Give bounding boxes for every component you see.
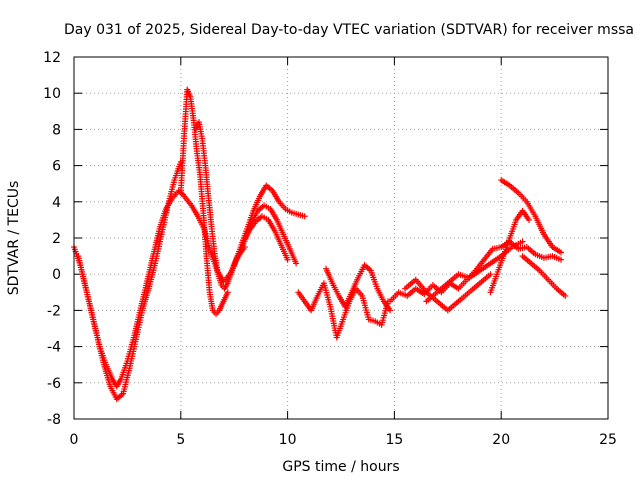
x-tick-label: 10 (279, 432, 297, 448)
data-point (301, 213, 308, 220)
data-point (293, 260, 300, 267)
y-tick-label: 8 (52, 122, 61, 138)
data-point (558, 256, 565, 263)
x-axis-ticks: 0 5 10 15 20 25 (70, 57, 617, 448)
data-point (387, 307, 394, 314)
x-tick-label: 5 (176, 432, 185, 448)
y-tick-label: 2 (52, 231, 61, 247)
data-point (487, 271, 494, 278)
data-point (224, 289, 231, 296)
data-point (562, 292, 569, 299)
grid-lines (74, 57, 608, 419)
data-point (284, 256, 291, 263)
y-tick-label: -4 (47, 340, 61, 356)
y-tick-label: -6 (47, 376, 61, 392)
y-tick-label: 4 (52, 195, 61, 211)
data-point (525, 216, 532, 223)
plot-frame (73, 56, 609, 420)
x-axis-label: GPS time / hours (282, 459, 399, 475)
y-tick-label: 12 (43, 50, 61, 66)
x-tick-label: 15 (385, 432, 403, 448)
chart-title: Day 031 of 2025, Sidereal Day-to-day VTE… (64, 22, 634, 38)
data-point (558, 249, 565, 256)
y-axis-ticks: -8 -6 -4 -2 0 2 4 6 8 10 12 (43, 50, 608, 428)
y-tick-label: 0 (52, 267, 61, 283)
y-axis-label: SDTVAR / TECUs (6, 181, 22, 296)
x-tick-label: 20 (492, 432, 510, 448)
data-point (519, 238, 526, 245)
y-tick-label: 10 (43, 86, 61, 102)
data-points (71, 86, 569, 403)
y-tick-label: -2 (47, 303, 61, 319)
y-tick-label: 6 (52, 159, 61, 175)
y-tick-label: -8 (47, 412, 61, 428)
x-tick-label: 25 (599, 432, 617, 448)
x-tick-label: 0 (70, 432, 79, 448)
